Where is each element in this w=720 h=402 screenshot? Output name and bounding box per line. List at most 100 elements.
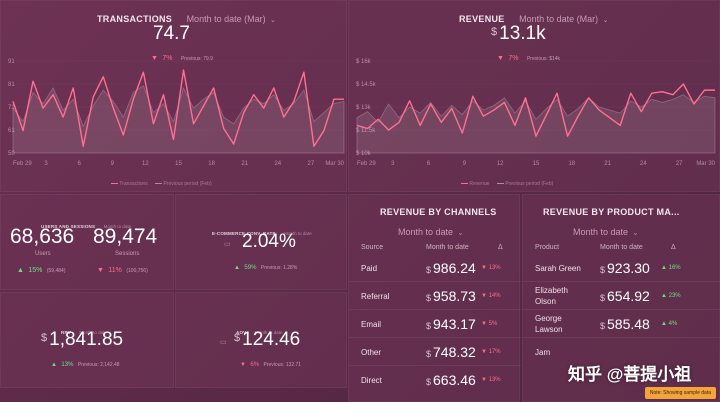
x-tick-label: 24: [640, 161, 647, 167]
sessions-previous: (100,756): [126, 268, 148, 274]
row-delta: ▲ 16%: [661, 265, 681, 271]
conv-rate-period[interactable]: Month to date: [284, 231, 312, 236]
table-row[interactable]: Elizabeth Olson $654.92 ▲ 23%: [523, 281, 720, 309]
row-label: Sarah Green: [535, 264, 581, 273]
row-currency: $: [426, 265, 432, 275]
users-label: Users: [35, 251, 51, 257]
users-previous: (59,484): [46, 268, 66, 274]
revenue-chart: $ 16k $ 14.5k $ 13k $ 11.5k $ 10k Feb 29 3 6 9 12…: [356, 59, 716, 167]
revenue-delta: 7%: [508, 55, 519, 62]
y-tick-label: 50: [8, 151, 15, 157]
y-tick-label: $ 11.5k: [356, 128, 376, 134]
chevron-down-icon[interactable]: ⌄: [632, 230, 639, 237]
row-divider: [523, 281, 720, 282]
row-currency: $: [426, 321, 432, 331]
users-sessions-period[interactable]: Month to date: [103, 224, 132, 229]
row-label: Jam: [535, 348, 551, 357]
row-value: $748.32: [426, 344, 476, 362]
row-delta: ▼ 13%: [481, 265, 501, 271]
revenue-value: 13.1k: [499, 23, 546, 44]
product-col-delta[interactable]: Δ: [671, 244, 676, 251]
channels-col-value[interactable]: Month to date: [426, 244, 469, 251]
transactions-period[interactable]: Month to date (Mar): [186, 14, 266, 24]
current-period-line: [12, 69, 344, 147]
table-row[interactable]: Other $748.32 ▼ 17%: [349, 337, 521, 365]
table-row[interactable]: Direct $663.46 ▼ 13%: [349, 365, 521, 393]
row-amount: 663.46: [433, 372, 476, 388]
users-value: 68,636: [10, 225, 75, 248]
aov-currency: $: [234, 332, 241, 344]
aov-panel: AOV Month to date ▭ $124.46 ▼ 6% Previou…: [175, 292, 347, 388]
revenue-currency: $: [491, 26, 498, 38]
chevron-down-icon[interactable]: ⌄: [270, 17, 276, 24]
legend-line-icon: [111, 183, 118, 185]
up-arrow-icon: ▲: [234, 265, 240, 271]
channels-col-delta[interactable]: Δ: [498, 244, 503, 251]
rpv-period[interactable]: Month to date: [79, 330, 107, 335]
legend-line-icon: [155, 183, 163, 185]
product-col-product[interactable]: Product: [535, 244, 560, 251]
sessions-delta: 11%: [108, 267, 122, 274]
y-tick-label: 61: [8, 128, 15, 134]
table-row[interactable]: George Lawson $585.48 ▲ 4%: [523, 309, 720, 337]
legend-previous: Previous period (Feb): [505, 181, 554, 187]
watermark-text: 知乎 @菩提小祖: [568, 365, 692, 384]
row-amount: 585.48: [607, 316, 650, 332]
product-panel: REVENUE BY PRODUCT MA... Month to date ⌄…: [522, 194, 720, 402]
row-amount: 958.73: [433, 288, 476, 304]
row-label: Referral: [361, 292, 390, 301]
row-divider: [523, 337, 720, 338]
x-tick-label: 6: [427, 161, 431, 167]
row-label: George Lawson: [535, 314, 563, 334]
row-value: $654.92: [600, 288, 650, 306]
x-tick-label: Feb 29: [357, 161, 376, 167]
row-currency: $: [600, 293, 606, 303]
channels-panel: REVENUE BY CHANNELS Month to date ⌄ Sour…: [348, 194, 521, 402]
table-row[interactable]: Sarah Green $923.30 ▲ 16%: [523, 253, 720, 281]
row-value: $585.48: [600, 316, 650, 334]
row-label: Direct: [361, 376, 382, 385]
x-tick-label: 9: [463, 161, 467, 167]
row-currency: $: [426, 349, 432, 359]
y-tick-label: $ 14.5k: [356, 82, 377, 88]
table-row[interactable]: Paid $986.24 ▼ 13%: [349, 253, 521, 281]
aov-delta: 6%: [250, 362, 260, 368]
row-divider: [349, 365, 521, 366]
x-tick-label: 9: [111, 161, 115, 167]
row-currency: $: [600, 265, 606, 275]
legend-previous: Previous period (Feb): [163, 181, 212, 187]
x-tick-label: Feb 29: [13, 161, 32, 167]
users-sessions-title: USERS AND SESSIONS: [41, 224, 96, 229]
channels-col-source[interactable]: Source: [361, 244, 384, 251]
chevron-down-icon[interactable]: ⌄: [457, 230, 464, 237]
revenue-period[interactable]: Month to date (Mar): [519, 14, 599, 24]
legend-current: Revenue: [469, 181, 490, 187]
product-period[interactable]: Month to date: [573, 227, 629, 237]
revenue-previous: Previous: $14k: [526, 56, 561, 62]
row-amount: 748.32: [433, 344, 476, 360]
x-tick-label: 18: [208, 161, 215, 167]
rpv-title: RPV: [61, 330, 71, 335]
x-tick-label: 24: [274, 161, 281, 167]
aov-title: AOV: [236, 330, 247, 335]
product-col-value[interactable]: Month to date: [600, 244, 643, 251]
conv-rate-previous: Previous: 1.28%: [260, 265, 298, 271]
table-row[interactable]: Referral $958.73 ▼ 14%: [349, 281, 521, 309]
chevron-down-icon[interactable]: ⌄: [602, 17, 609, 24]
down-arrow-icon: ▼: [151, 55, 158, 62]
row-delta: ▲ 23%: [661, 293, 681, 299]
rpv-previous: Previous: 2,142.48: [77, 362, 120, 368]
x-tick-label: Mar 30: [325, 161, 344, 167]
rpv-currency: $: [41, 332, 48, 344]
y-tick-label: $ 10k: [356, 151, 372, 157]
transactions-previous: Previous: 79.9: [180, 56, 213, 62]
x-tick-label: 12: [142, 161, 149, 167]
aov-period[interactable]: Month to date: [254, 330, 283, 335]
row-amount: 923.30: [607, 260, 650, 276]
table-row[interactable]: Email $943.17 ▼ 5%: [349, 309, 521, 337]
row-value: $986.24: [426, 260, 476, 278]
table-row[interactable]: Jam: [523, 337, 720, 365]
x-tick-label: 15: [175, 161, 182, 167]
channels-period[interactable]: Month to date: [398, 227, 454, 237]
sample-data-note[interactable]: Note: Showing sample data: [644, 387, 716, 399]
